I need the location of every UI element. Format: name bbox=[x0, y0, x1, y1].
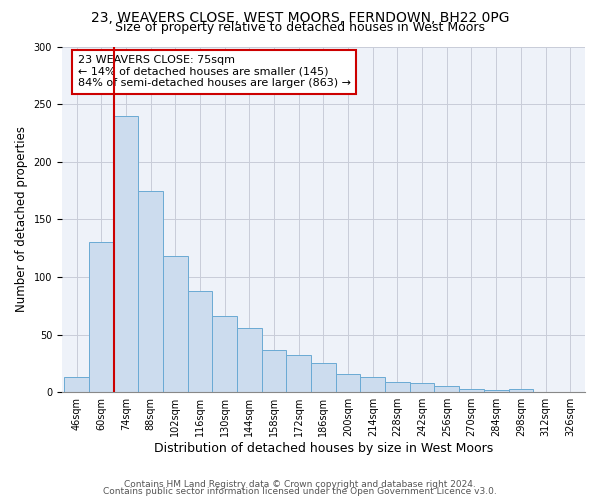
Bar bbox=[212, 316, 237, 392]
X-axis label: Distribution of detached houses by size in West Moors: Distribution of detached houses by size … bbox=[154, 442, 493, 455]
Bar bbox=[114, 116, 139, 392]
Bar bbox=[89, 242, 114, 392]
Text: 23 WEAVERS CLOSE: 75sqm
← 14% of detached houses are smaller (145)
84% of semi-d: 23 WEAVERS CLOSE: 75sqm ← 14% of detache… bbox=[77, 55, 350, 88]
Text: 23, WEAVERS CLOSE, WEST MOORS, FERNDOWN, BH22 0PG: 23, WEAVERS CLOSE, WEST MOORS, FERNDOWN,… bbox=[91, 11, 509, 25]
Bar bbox=[163, 256, 188, 392]
Bar bbox=[262, 350, 286, 392]
Bar bbox=[237, 328, 262, 392]
Bar bbox=[484, 390, 509, 392]
Bar bbox=[361, 377, 385, 392]
Bar bbox=[410, 383, 434, 392]
Text: Size of property relative to detached houses in West Moors: Size of property relative to detached ho… bbox=[115, 22, 485, 35]
Bar bbox=[509, 389, 533, 392]
Bar bbox=[385, 382, 410, 392]
Text: Contains public sector information licensed under the Open Government Licence v3: Contains public sector information licen… bbox=[103, 487, 497, 496]
Bar bbox=[336, 374, 361, 392]
Bar bbox=[459, 389, 484, 392]
Bar bbox=[188, 291, 212, 392]
Bar bbox=[286, 356, 311, 392]
Bar bbox=[434, 386, 459, 392]
Bar bbox=[64, 377, 89, 392]
Bar bbox=[139, 190, 163, 392]
Y-axis label: Number of detached properties: Number of detached properties bbox=[15, 126, 28, 312]
Bar bbox=[311, 364, 336, 392]
Text: Contains HM Land Registry data © Crown copyright and database right 2024.: Contains HM Land Registry data © Crown c… bbox=[124, 480, 476, 489]
